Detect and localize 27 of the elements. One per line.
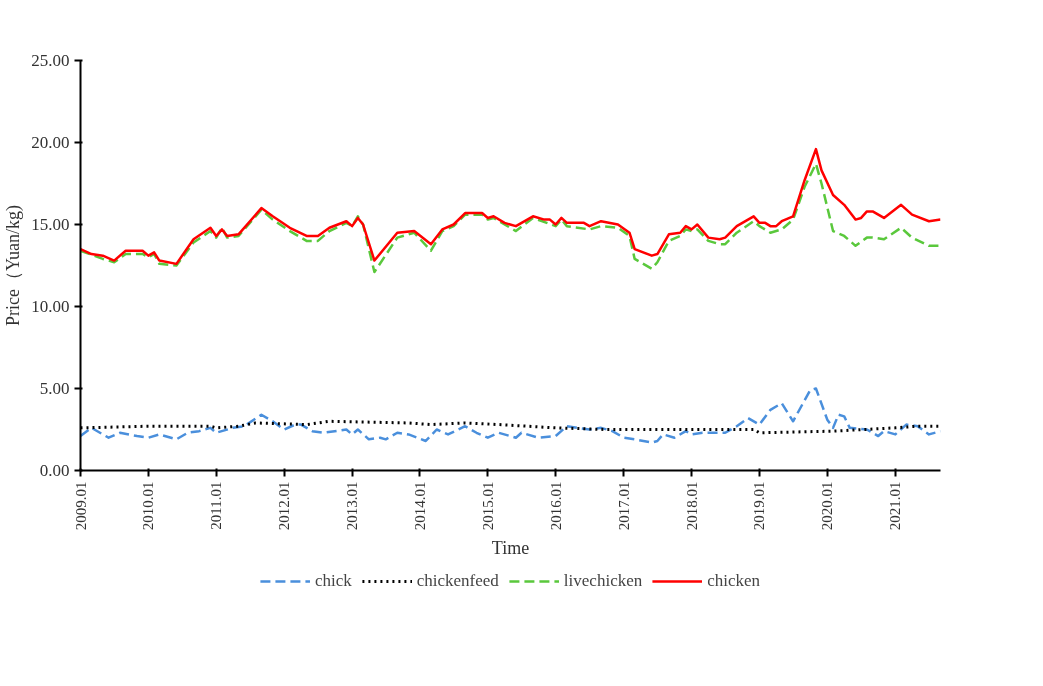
legend-label: chick xyxy=(314,571,352,591)
y-tick-label: 0.00 xyxy=(39,461,70,480)
y-axis-title: Price（Yuan/kg) xyxy=(3,205,25,326)
legend-label: chickenfeed xyxy=(416,571,499,591)
x-tick-label: 2010.01 xyxy=(140,481,157,531)
x-tick-label: 2016.01 xyxy=(547,481,564,531)
x-tick-label: 2009.01 xyxy=(72,481,89,531)
x-tick-label: 2018.01 xyxy=(683,481,700,531)
y-tick-label: 15.00 xyxy=(31,215,70,234)
line-series xyxy=(80,147,941,266)
y-tick-label: 25.00 xyxy=(31,51,70,70)
x-tick-label: 2014.01 xyxy=(411,481,428,531)
x-tick-label: 2011.01 xyxy=(208,481,225,530)
x-tick-label: 2021.01 xyxy=(887,481,904,531)
y-tick-label: 20.00 xyxy=(31,133,70,152)
legend-label: livechicken xyxy=(563,571,643,591)
x-tick-label: 2012.01 xyxy=(276,481,293,531)
x-tick-label: 2020.01 xyxy=(819,481,836,531)
line-series xyxy=(80,162,941,274)
x-tick-label: 2017.01 xyxy=(615,481,632,531)
y-tick-label: 10.00 xyxy=(31,297,70,316)
x-axis-title: Time xyxy=(491,538,530,559)
x-tick-label: 2019.01 xyxy=(751,481,768,531)
x-tick-label: 2013.01 xyxy=(344,481,361,531)
y-tick-label: 5.00 xyxy=(39,379,70,398)
x-tick-label: 2015.01 xyxy=(479,481,496,531)
legend-label: chicken xyxy=(707,571,761,591)
